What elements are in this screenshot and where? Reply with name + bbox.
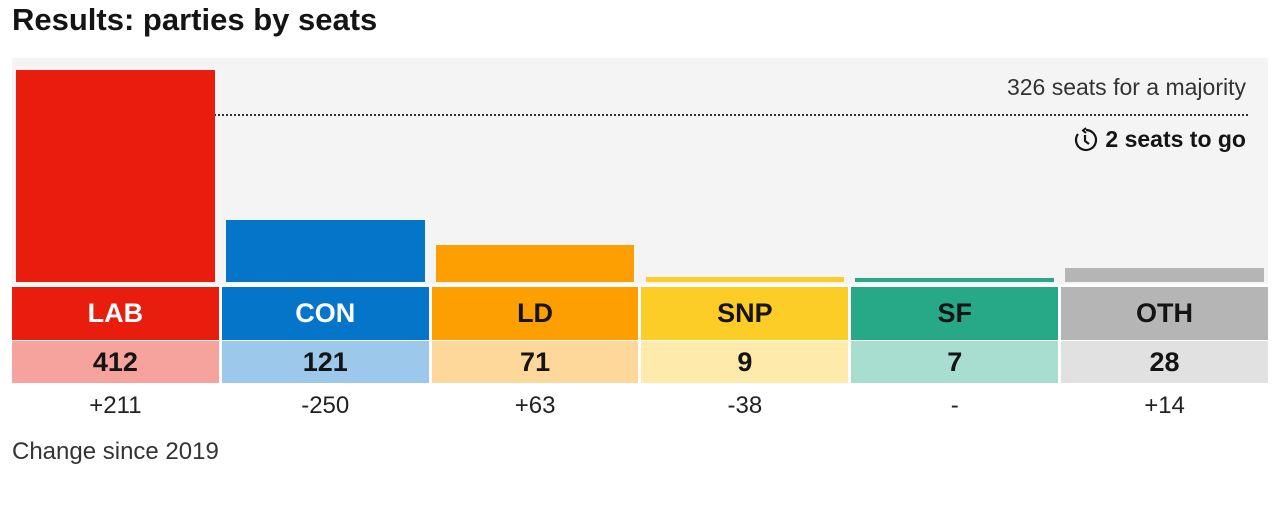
party-label-oth: OTH (1061, 287, 1268, 340)
bar-con (225, 219, 425, 282)
majority-line (30, 114, 1248, 117)
clock-icon (1075, 126, 1098, 151)
seat-count-lab: 412 (12, 341, 219, 383)
bar-snp (645, 277, 845, 282)
party-label-con: CON (221, 287, 429, 340)
change-note: Change since 2019 (12, 438, 219, 465)
seat-change-ld: +63 (514, 392, 556, 419)
seat-change-oth: +14 (1144, 392, 1185, 419)
majority-label: 326 seats for a majority (1006, 74, 1246, 100)
seat-change-con: -250 (301, 392, 350, 419)
bar-oth (1065, 267, 1264, 282)
seat-change-sf: - (950, 392, 959, 419)
seat-count-snp: 9 (641, 341, 849, 383)
party-labels-row: LAB CON LD SNP SF OTH (12, 287, 1268, 340)
chart-title: Results: parties by seats (12, 2, 378, 37)
seat-count-sf: 7 (851, 341, 1059, 383)
seat-count-con: 121 (221, 341, 429, 383)
plot-area: 326 seats for a majority 2 seats to go (12, 58, 1268, 284)
seat-count-oth: 28 (1061, 341, 1268, 383)
bar-ld (435, 245, 635, 282)
party-label-sf: SF (851, 287, 1059, 340)
seat-change-snp: -38 (727, 392, 763, 419)
seats-to-go: 2 seats to go (1073, 126, 1246, 153)
seat-count-ld: 71 (431, 341, 639, 383)
party-label-ld: LD (431, 287, 639, 340)
seat-change-lab: +211 (89, 392, 142, 419)
bar-sf (855, 278, 1055, 282)
party-label-lab: LAB (12, 287, 219, 340)
bar-lab (16, 70, 215, 282)
seats-to-go-label: 2 seats to go (1105, 126, 1246, 152)
party-seats-row: 412 121 71 9 7 28 (12, 341, 1268, 383)
party-changes-row: +211 -250 +63 -38 - +14 (12, 388, 1268, 424)
party-label-snp: SNP (641, 287, 849, 340)
